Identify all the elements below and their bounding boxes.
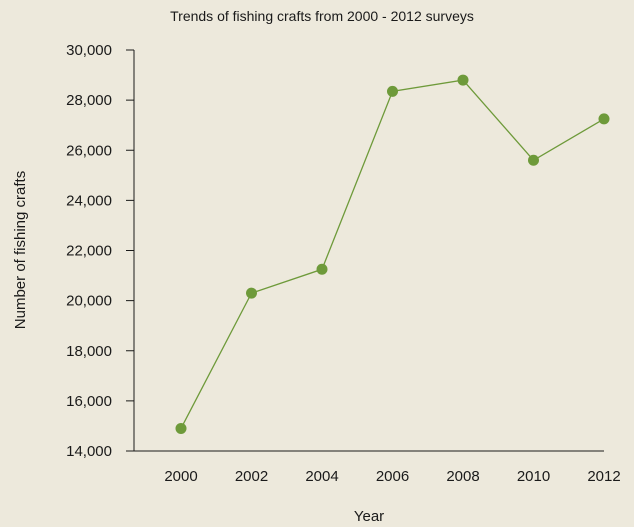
y-tick-label: 30,000 bbox=[66, 42, 112, 59]
data-point bbox=[246, 287, 257, 299]
chart-title: Trends of fishing crafts from 2000 - 201… bbox=[170, 8, 474, 24]
y-tick-label: 28,000 bbox=[66, 92, 112, 109]
data-point bbox=[457, 74, 469, 86]
x-tick-label: 2012 bbox=[587, 468, 620, 485]
y-tick-labels: 14,000 16,000 18,000 20,000 22,000 24,000 26,0… bbox=[66, 42, 134, 460]
data-point bbox=[528, 154, 539, 166]
y-tick-label: 16,000 bbox=[66, 393, 112, 410]
y-tick-label: 18,000 bbox=[66, 343, 112, 360]
x-tick-labels: 2000 2002 2004 2006 2008 2010 2012 bbox=[164, 468, 620, 485]
series-line bbox=[180, 79, 605, 429]
data-point bbox=[598, 113, 610, 125]
y-tick-label: 20,000 bbox=[66, 293, 112, 310]
x-tick-label: 2002 bbox=[235, 468, 268, 485]
y-tick-label: 26,000 bbox=[66, 142, 112, 159]
data-point bbox=[175, 422, 187, 434]
y-tick-label: 22,000 bbox=[66, 243, 112, 260]
y-axis-label: Number of fishing crafts bbox=[12, 171, 29, 329]
y-tick-label: 14,000 bbox=[66, 443, 112, 460]
x-tick-label: 2000 bbox=[164, 468, 197, 485]
x-tick-label: 2004 bbox=[305, 468, 338, 485]
data-point bbox=[316, 263, 328, 275]
series-fishing-crafts bbox=[175, 74, 610, 434]
data-point bbox=[387, 85, 398, 97]
x-tick-label: 2008 bbox=[446, 468, 479, 485]
x-axis-label: Year bbox=[354, 508, 384, 525]
x-tick-label: 2006 bbox=[376, 468, 409, 485]
x-tick-label: 2010 bbox=[517, 468, 550, 485]
y-tick-label: 24,000 bbox=[66, 192, 112, 209]
